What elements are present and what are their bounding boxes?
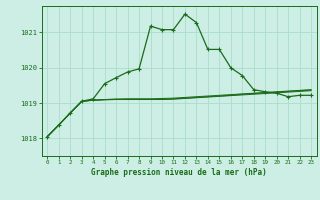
X-axis label: Graphe pression niveau de la mer (hPa): Graphe pression niveau de la mer (hPa) <box>91 168 267 177</box>
